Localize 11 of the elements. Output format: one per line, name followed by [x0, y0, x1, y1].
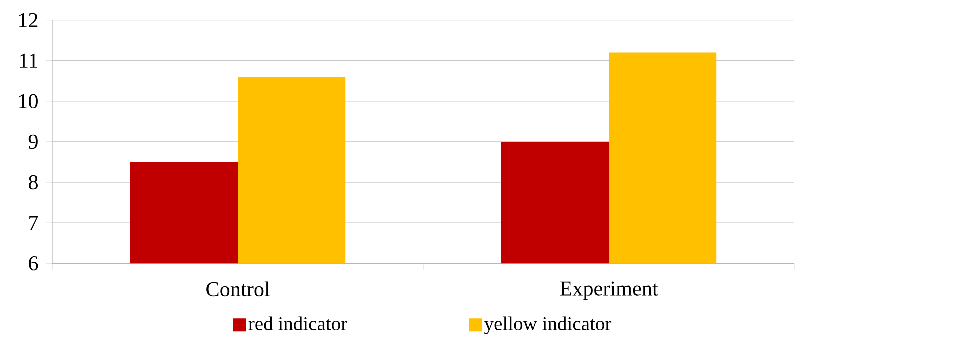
- legend-label: red indicator: [248, 316, 348, 330]
- x-tick-label: Control: [206, 282, 270, 297]
- y-tick-label: 6: [29, 256, 38, 271]
- x-tick-label: Experiment: [560, 282, 658, 300]
- y-tick-label: 11: [20, 54, 38, 68]
- y-tick-label: 8: [29, 175, 38, 190]
- y-tick-label: 9: [28, 134, 38, 150]
- y-tick-label: 12: [19, 13, 38, 28]
- legend-label: yellow indicator: [484, 316, 612, 334]
- y-tick-label: 7: [30, 216, 38, 230]
- y-tick-label: 10: [19, 94, 38, 108]
